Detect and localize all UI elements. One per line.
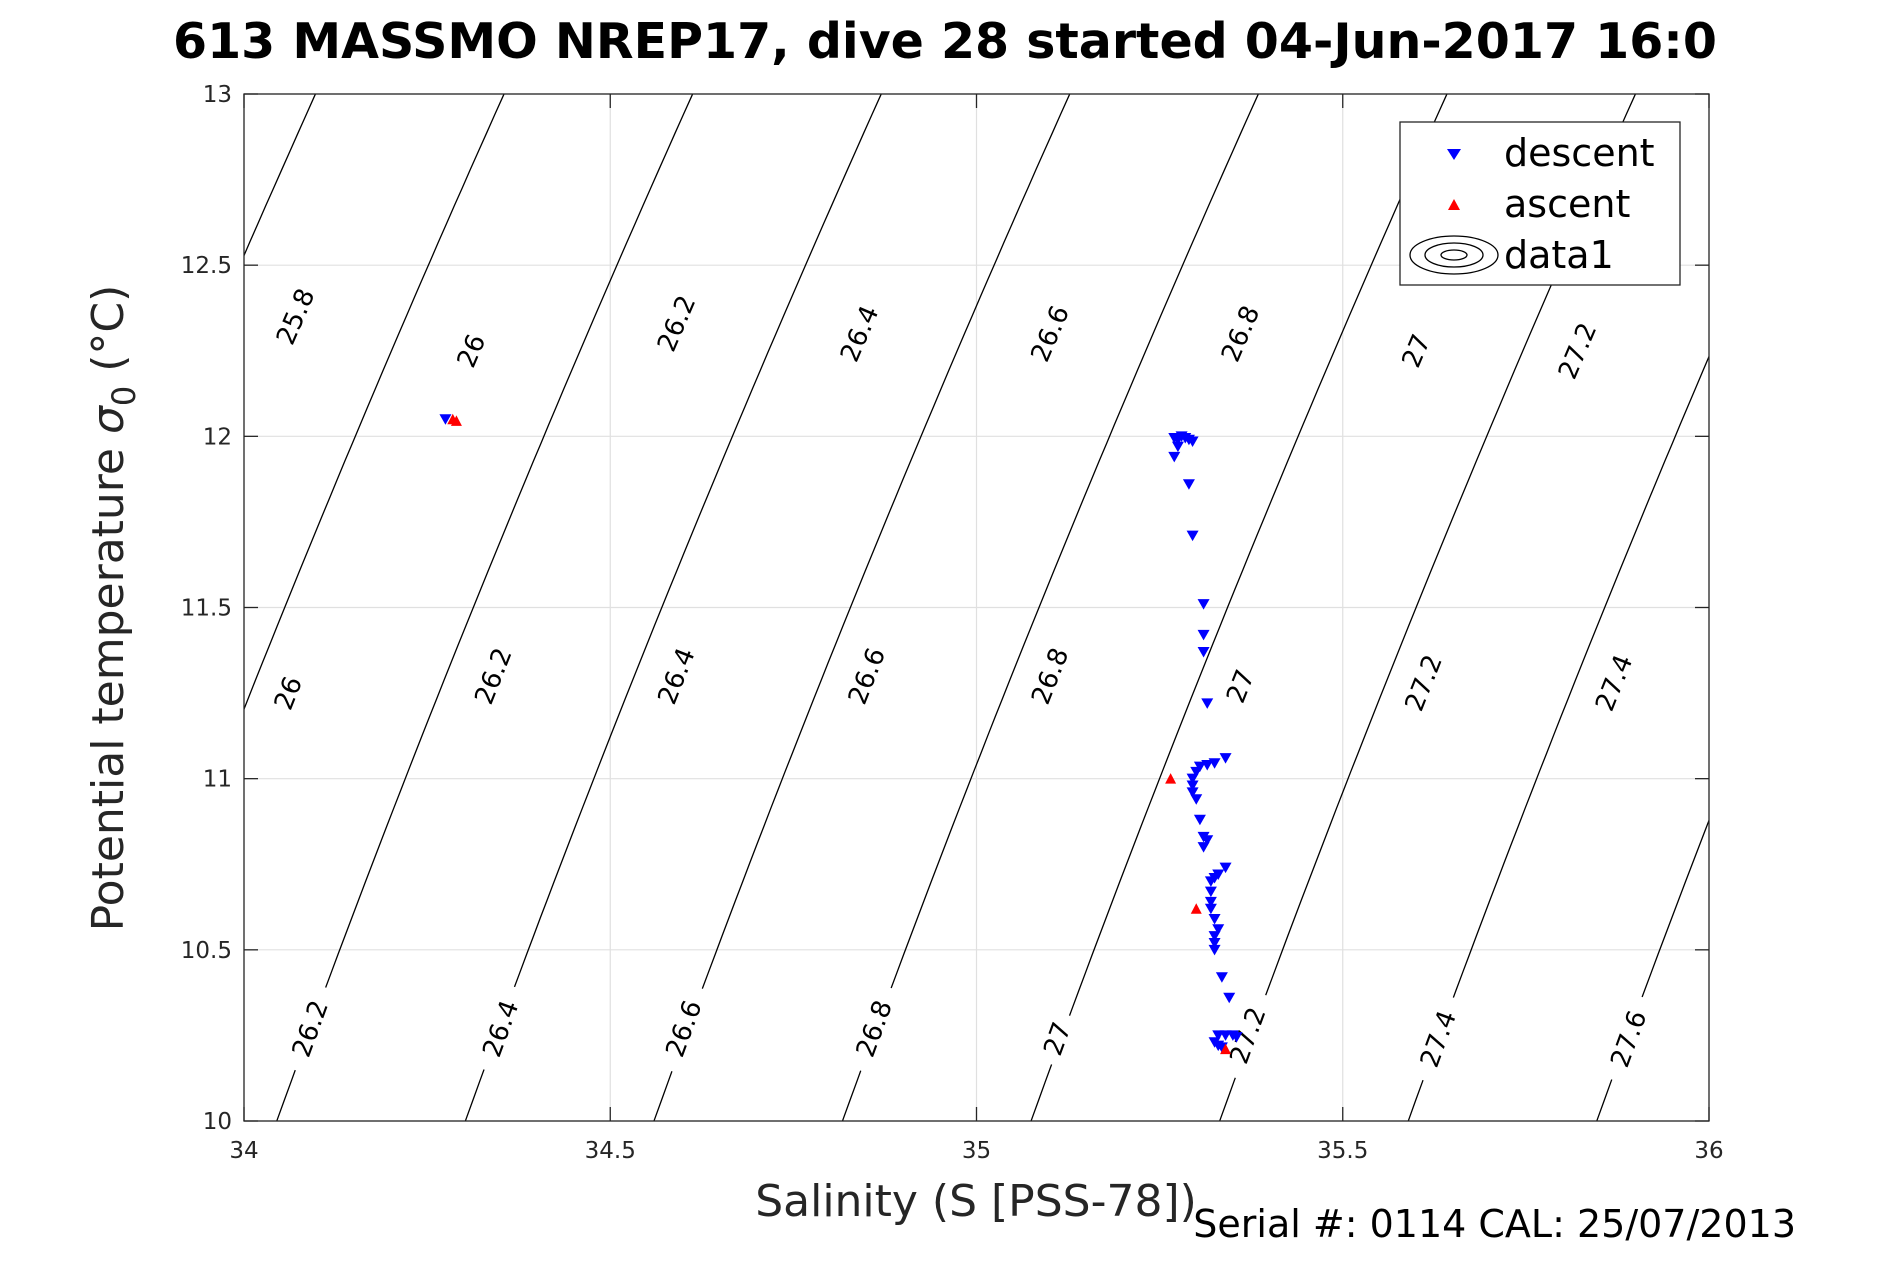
x-tick-label: 34.5 — [585, 1138, 636, 1164]
y-tick-label: 10 — [203, 1109, 232, 1135]
y-tick-label: 11 — [203, 767, 232, 793]
legend[interactable]: descent ascent data1 — [1400, 122, 1680, 285]
x-tick-label: 35 — [962, 1138, 991, 1164]
legend-data1-label: data1 — [1504, 233, 1614, 277]
legend-descent-label: descent — [1504, 131, 1655, 175]
x-tick-label: 36 — [1694, 1138, 1723, 1164]
chart-title: 613 MASSMO NREP17, dive 28 started 04-Ju… — [173, 13, 1717, 70]
legend-ascent-label: ascent — [1504, 182, 1630, 226]
serial-info: Serial #: 0114 CAL: 25/07/2013 — [1193, 1202, 1796, 1246]
x-axis-title: Salinity (S [PSS-78]) — [755, 1176, 1197, 1227]
y-tick-label: 12.5 — [181, 253, 232, 279]
y-tick-label: 13 — [203, 82, 232, 108]
x-tick-label: 34 — [229, 1138, 258, 1164]
y-tick-label: 10.5 — [181, 938, 232, 964]
y-tick-label: 12 — [203, 424, 232, 450]
x-tick-label: 35.5 — [1317, 1138, 1368, 1164]
y-tick-label: 11.5 — [181, 596, 232, 622]
